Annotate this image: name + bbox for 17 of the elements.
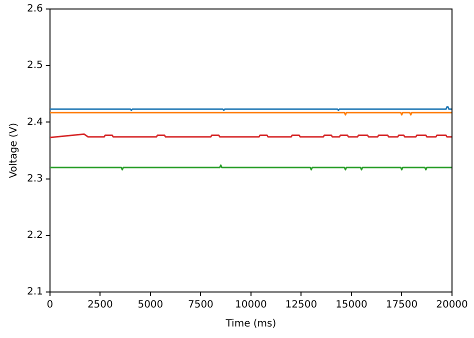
- y-axis-title: Voltage (V): [8, 122, 20, 178]
- y-tick-label: 2.2: [26, 230, 43, 241]
- x-tick-label: 10000: [235, 300, 267, 311]
- y-tick-label: 2.6: [26, 4, 43, 15]
- x-tick-label: 12500: [285, 300, 318, 311]
- y-tick-label: 2.4: [26, 116, 43, 128]
- y-tick-label: 2.5: [26, 60, 43, 72]
- y-tick-label: 2.3: [26, 173, 43, 184]
- x-tick-label: 5000: [138, 300, 164, 311]
- x-tick-label: 2500: [87, 300, 113, 311]
- y-tick-label: 2.1: [26, 286, 43, 298]
- x-tick-label: 20000: [436, 300, 468, 311]
- x-tick-label: 15000: [336, 300, 368, 311]
- x-tick-label: 7500: [188, 300, 214, 311]
- x-tick-label: 0: [46, 300, 54, 311]
- x-axis-title: Time (ms): [224, 318, 276, 330]
- x-tick-label: 17500: [386, 300, 418, 311]
